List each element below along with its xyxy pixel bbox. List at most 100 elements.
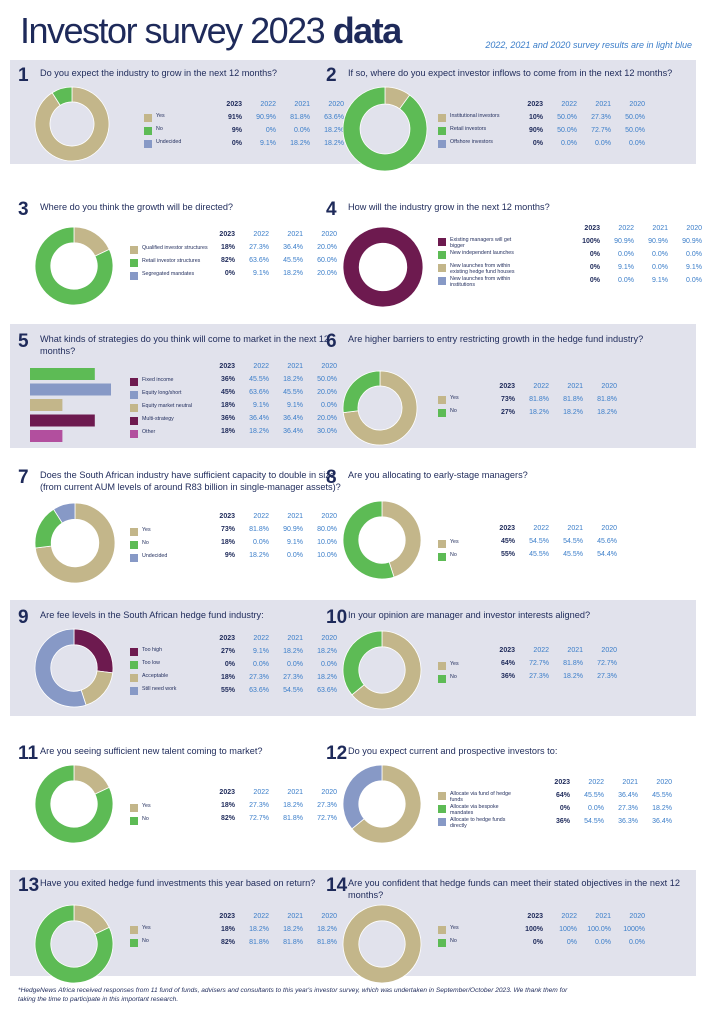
donut-slice <box>342 764 383 830</box>
stat-value: 81.8% <box>290 114 310 121</box>
year-header: 2021 <box>287 913 303 920</box>
stat-value: 90.9% <box>283 526 303 533</box>
stat-value: 36.4% <box>618 792 638 799</box>
stat-value: 81.8% <box>283 815 303 822</box>
stat-value: 81.8% <box>249 939 269 946</box>
year-header: 2020 <box>328 101 344 108</box>
legend-swatch <box>130 687 138 695</box>
year-header: 2020 <box>686 225 702 232</box>
question-number: 5 <box>18 331 29 352</box>
donut-slice <box>34 502 116 584</box>
survey-question-2: 2 If so, where do you expect investor inf… <box>326 66 710 194</box>
stat-value: 10% <box>528 114 543 121</box>
stat-value: 82% <box>220 257 235 264</box>
stat-value: 0.0% <box>287 661 303 668</box>
legend-label: Allocate via fund of hedge funds <box>450 791 511 803</box>
stat-value: 73% <box>220 526 235 533</box>
donut-slice <box>351 630 422 710</box>
year-header: 2023 <box>226 101 242 108</box>
legend-swatch <box>130 528 138 536</box>
legend-label: No <box>142 938 149 944</box>
stat-value: 9% <box>224 552 235 559</box>
stat-value: 60.0% <box>317 257 337 264</box>
stat-value: 81.8% <box>283 939 303 946</box>
stat-value: 72.7% <box>317 815 337 822</box>
donut-wrap <box>34 226 114 311</box>
stat-value: 63.6% <box>249 389 269 396</box>
year-header: 2022 <box>253 513 269 520</box>
legend-swatch <box>438 553 446 561</box>
year-header: 2023 <box>219 913 235 920</box>
donut-chart <box>342 764 422 844</box>
stat-value: 20.0% <box>317 244 337 251</box>
legend-label: Yes <box>450 395 459 401</box>
stat-value: 81.8% <box>317 939 337 946</box>
stat-value: 18.2% <box>283 926 303 933</box>
year-header: 2020 <box>321 231 337 238</box>
stat-value: 20.0% <box>317 415 337 422</box>
stat-value: 63.6% <box>324 114 344 121</box>
stat-value: 55% <box>220 687 235 694</box>
stat-value: 63.6% <box>317 687 337 694</box>
legend-swatch <box>438 396 446 404</box>
stat-value: 36.4% <box>283 428 303 435</box>
stat-value: 81.8% <box>597 396 617 403</box>
year-header: 2022 <box>260 101 276 108</box>
stat-value: 18.2% <box>249 926 269 933</box>
legend-label: Undecided <box>142 553 168 559</box>
stat-value: 55% <box>500 551 515 558</box>
stat-value: 9.1% <box>287 539 303 546</box>
legend-label: Allocate to hedge funds directly <box>450 817 506 829</box>
donut-wrap <box>342 764 422 849</box>
stat-value: 18.2% <box>324 140 344 147</box>
stat-value: 36% <box>555 818 570 825</box>
stat-value: 36.4% <box>283 244 303 251</box>
stat-value: 45.5% <box>283 389 303 396</box>
donut-chart <box>342 630 422 710</box>
question-number: 4 <box>326 199 337 220</box>
stat-value: 80.0% <box>317 526 337 533</box>
year-header: 2021 <box>287 635 303 642</box>
survey-question-7: 7 Does the South African industry have su… <box>18 468 368 596</box>
question-text: Have you exited hedge fund investments t… <box>40 878 316 888</box>
stat-value: 27.3% <box>317 802 337 809</box>
year-header: 2023 <box>499 647 515 654</box>
stat-value: 0.0% <box>686 251 702 258</box>
donut-wrap <box>342 86 428 177</box>
stat-value: 10.0% <box>317 552 337 559</box>
legend-swatch <box>130 817 138 825</box>
stat-value: 91% <box>227 114 242 121</box>
strategy-bars <box>30 368 120 451</box>
year-header: 2021 <box>567 525 583 532</box>
donut-wrap <box>34 904 114 989</box>
donut-wrap <box>342 226 424 313</box>
question-text: Are you seeing sufficient new talent com… <box>40 746 263 756</box>
year-header: 2020 <box>629 913 645 920</box>
stat-value: 81.8% <box>249 526 269 533</box>
stat-value: 0.0% <box>287 552 303 559</box>
strategy-bar <box>30 414 95 427</box>
question-text: Are higher barriers to entry restricting… <box>348 334 644 344</box>
question-number: 9 <box>18 607 29 628</box>
year-header: 2022 <box>253 363 269 370</box>
legend-label: Offshore investors <box>450 139 493 145</box>
stat-value: 63.6% <box>249 687 269 694</box>
year-header: 2022 <box>253 789 269 796</box>
legend-swatch <box>438 540 446 548</box>
legend-swatch <box>130 417 138 425</box>
stat-value: 54.5% <box>283 687 303 694</box>
stat-value: 0% <box>589 264 600 271</box>
stat-value: 36% <box>220 376 235 383</box>
donut-slice <box>34 904 114 984</box>
year-header: 2021 <box>287 231 303 238</box>
stat-value: 0% <box>224 661 235 668</box>
stat-value: 27% <box>500 409 515 416</box>
stat-value: 27.3% <box>618 805 638 812</box>
stat-value: 45.5% <box>283 257 303 264</box>
page-subtitle: 2022, 2021 and 2020 survey results are i… <box>485 40 692 50</box>
year-header: 2022 <box>561 913 577 920</box>
donut-wrap <box>342 904 422 989</box>
donut-wrap <box>34 764 114 849</box>
stat-value: 72.7% <box>597 660 617 667</box>
stat-value: 18.2% <box>563 409 583 416</box>
